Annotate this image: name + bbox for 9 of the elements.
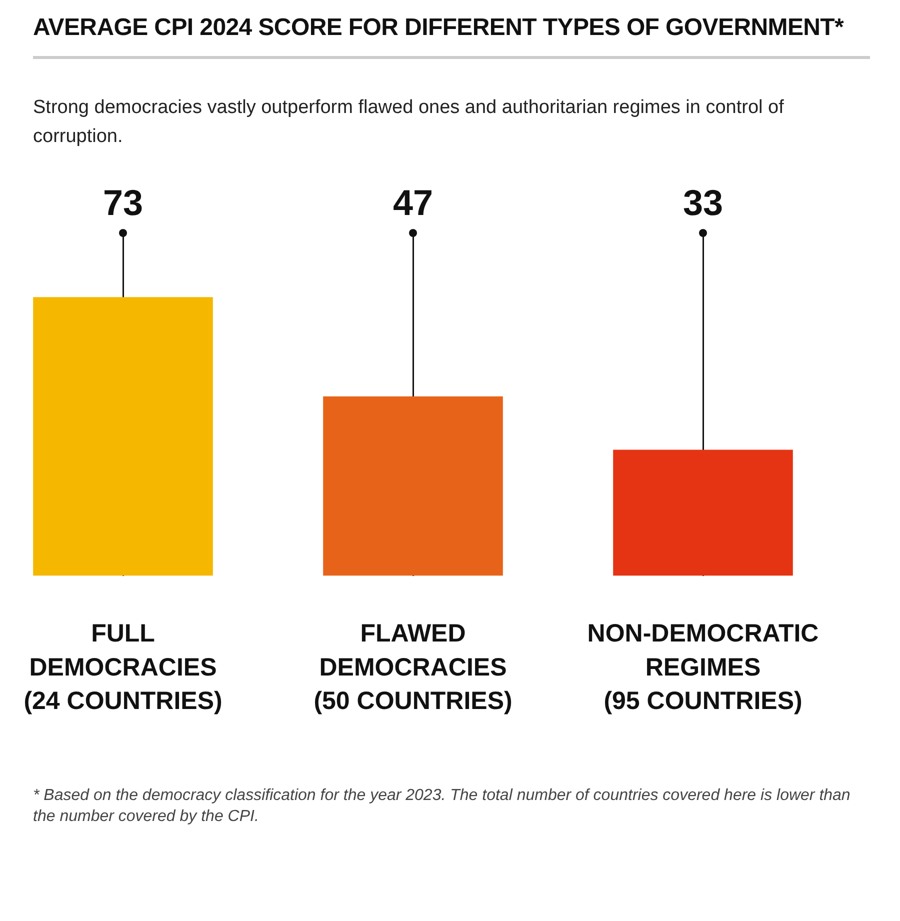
x-tick-label: FLAWED DEMOCRACIES (50 COUNTRIES) [314, 620, 512, 716]
data-label: 47 [392, 182, 434, 223]
data-label: 33 [682, 182, 724, 223]
x-tick-label: FULL DEMOCRACIES (24 COUNTRIES) [24, 620, 222, 716]
chart-title: AVERAGE CPI 2024 SCORE FOR DIFFERENT TYPES OF GOVERNMENT* [33, 14, 844, 42]
x-tick-label: NON-DEMOCRATIC REGIMES (95 COUNTRIES) [587, 620, 819, 716]
data-label: 73 [102, 182, 144, 223]
text: * Based on the democracy classification for the year 2023. The total number of countries covered here is lower than the number covered by the CPI. [33, 786, 852, 827]
chart-subtitle: Strong democracies vastly outperform flawed ones and authoritarian regimes in control of corruption. [33, 96, 785, 149]
